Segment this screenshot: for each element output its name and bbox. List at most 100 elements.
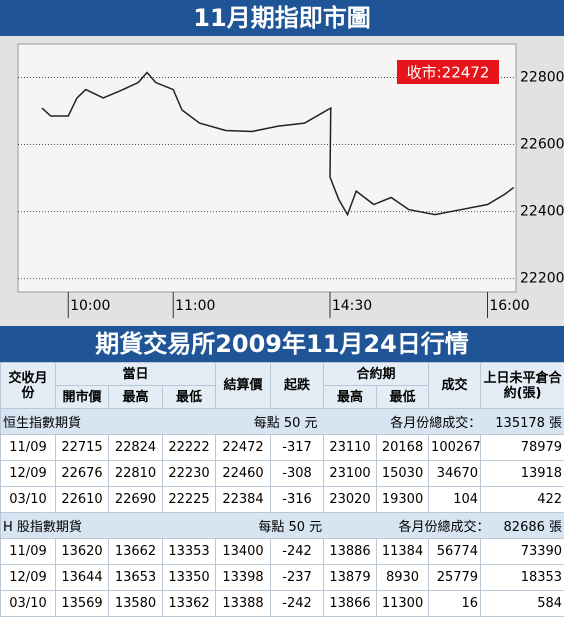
- cell: 22610: [55, 486, 109, 513]
- total-value: 135178 張: [495, 416, 563, 431]
- data-row: 12/09 13644 13653 13350 13398 -237 13879 8930 25…: [0, 564, 564, 591]
- header: 當日: [54, 362, 217, 386]
- cell: 23020: [323, 486, 378, 513]
- y-tick-label: 22800: [520, 70, 564, 86]
- title-bar: [0, 0, 564, 36]
- cell: 11/09: [0, 538, 56, 565]
- cell: 100267: [428, 434, 482, 461]
- x-tick-label: 10:00: [70, 298, 110, 314]
- cell: 03/10: [0, 590, 56, 617]
- cell: 13653: [108, 564, 163, 591]
- cell: 18353: [480, 564, 564, 591]
- section-total: 各月份總成交： 135178 張: [390, 412, 562, 431]
- cell: 104: [428, 486, 482, 513]
- cell: 13353: [161, 538, 217, 565]
- header: 最高: [323, 385, 378, 409]
- cell: 13362: [161, 590, 217, 617]
- cell: 13644: [55, 564, 109, 591]
- section-cell: H 股指數期貨 每點 50 元 各月份總成交： 82686 張: [0, 512, 564, 539]
- cell: 22715: [55, 434, 109, 461]
- annotation-box: [397, 60, 499, 84]
- header: 最低: [161, 385, 217, 409]
- data-row: 03/10 13569 13580 13362 13388 -242 13866 11300 1…: [0, 590, 564, 617]
- section-name: H 股指數期貨: [3, 520, 82, 535]
- cell: 22472: [215, 434, 272, 461]
- section-unit: 每點 50 元: [253, 416, 318, 431]
- x-tick-label: 11:00: [175, 298, 215, 314]
- data-row: 11/09 13620 13662 13353 13400 -242 13886 11384 5…: [0, 538, 564, 565]
- cell: -242: [270, 590, 325, 617]
- cell: 13886: [323, 538, 378, 565]
- header: 最低: [376, 385, 430, 409]
- x-tick-label: 16:00: [489, 298, 529, 314]
- cell: 13398: [215, 564, 272, 591]
- cell: 13569: [55, 590, 109, 617]
- plot-area: [17, 43, 517, 293]
- quote-table: 交收月份 當日 結算價 起跌 合約期 成交 上日未平倉合約(張) 開市價 最高 …: [0, 362, 564, 617]
- cell: 15030: [376, 460, 430, 487]
- cell: 13400: [215, 538, 272, 565]
- cell: 13580: [108, 590, 163, 617]
- cell: 22230: [161, 460, 217, 487]
- cell: 13866: [323, 590, 378, 617]
- cell: -317: [270, 434, 325, 461]
- cell: 73390: [480, 538, 564, 565]
- header: 合約期: [323, 362, 430, 386]
- total-label: 各月份總成交：: [390, 416, 482, 431]
- price-line: [41, 71, 515, 217]
- cell: 22810: [108, 460, 163, 487]
- section-cell: 恒生指數期貨 每點 50 元 各月份總成交： 135178 張: [0, 408, 564, 435]
- cell: 22676: [55, 460, 109, 487]
- section-total: 各月份總成交： 82686 張: [399, 516, 563, 535]
- cell: -316: [270, 486, 325, 513]
- y-tick-label: 22600: [520, 137, 564, 153]
- cell: 8930: [376, 564, 430, 591]
- section-line: H 股指數期貨 每點 50 元 各月份總成交： 82686 張: [3, 516, 562, 535]
- cell: 11/09: [0, 434, 56, 461]
- x-tick-label: 14:30: [332, 298, 372, 314]
- cell: 422: [480, 486, 564, 513]
- header: 上日未平倉合約(張): [480, 362, 564, 409]
- cell: 12/09: [0, 564, 56, 591]
- header: 最高: [108, 385, 163, 409]
- header: 成交: [428, 362, 482, 409]
- cell: 19300: [376, 486, 430, 513]
- cell: 23100: [323, 460, 378, 487]
- cell: 13620: [55, 538, 109, 565]
- cell: 12/09: [0, 460, 56, 487]
- cell: 16: [428, 590, 482, 617]
- section-unit: 每點 50 元: [258, 520, 323, 535]
- cell: 11300: [376, 590, 430, 617]
- chart: 11月期指即市圖 22200 22400 22600 22800 10:00 11:00 1…: [0, 0, 564, 326]
- section-name: 恒生指數期貨: [3, 416, 82, 431]
- data-row: 12/09 22676 22810 22230 22460 -308 23100 15030 3…: [0, 460, 564, 487]
- data-row: 03/10 22610 22690 22225 22384 -316 23020 19300 1…: [0, 486, 564, 513]
- data-row: 11/09 22715 22824 22222 22472 -317 23110 20168 1…: [0, 434, 564, 461]
- cell: 13918: [480, 460, 564, 487]
- cell: 23110: [323, 434, 378, 461]
- cell: 13879: [323, 564, 378, 591]
- cell: 13350: [161, 564, 217, 591]
- cell: -308: [270, 460, 325, 487]
- cell: 22824: [108, 434, 163, 461]
- cell: 22384: [215, 486, 272, 513]
- cell: 22222: [161, 434, 217, 461]
- cell: 13388: [215, 590, 272, 617]
- total-label: 各月份總成交：: [398, 520, 490, 535]
- y-tick-label: 22400: [520, 204, 564, 220]
- cell: 11384: [376, 538, 430, 565]
- cell: -242: [270, 538, 325, 565]
- cell: 22460: [215, 460, 272, 487]
- section-line: 恒生指數期貨 每點 50 元 各月份總成交： 135178 張: [3, 412, 562, 431]
- chart-title: 11月期指即市圖: [193, 4, 370, 32]
- section-row: 恒生指數期貨 每點 50 元 各月份總成交： 135178 張: [0, 408, 564, 435]
- header: 交收月份: [0, 362, 56, 409]
- cell: 20168: [376, 434, 430, 461]
- cell: 22690: [108, 486, 163, 513]
- cell: 34670: [428, 460, 482, 487]
- cell: 78979: [480, 434, 564, 461]
- cell: 25779: [428, 564, 482, 591]
- header: 開市價: [55, 385, 109, 409]
- cell: 03/10: [0, 486, 56, 513]
